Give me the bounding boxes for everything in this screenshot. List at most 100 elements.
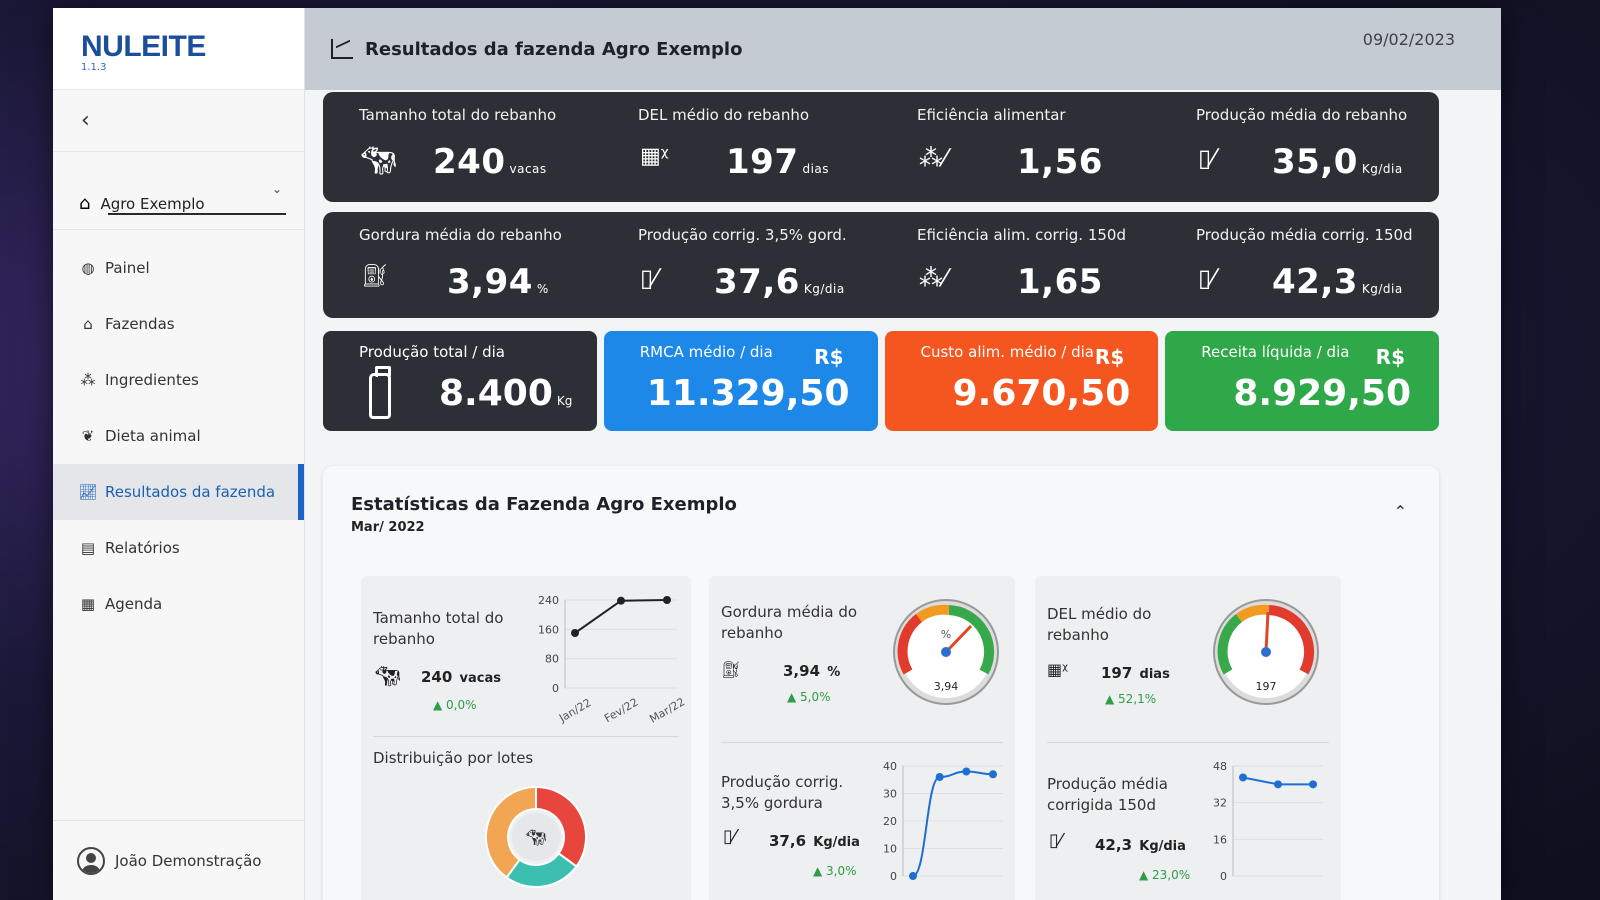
brand-version: 1.1.3 [81, 62, 107, 73]
chart-line-icon: 📈︎ [78, 483, 98, 501]
card-label: Receita líquida / dia [1201, 343, 1350, 361]
chevron-down-icon: ⌄ [271, 182, 282, 196]
kpi-avg-fat: Gordura média do rebanho ⛽︎ 3,94% [323, 212, 602, 318]
y-tick-label: 20 [883, 815, 897, 828]
farm-selector-underline [108, 213, 286, 215]
cow-icon: 🐄︎ [361, 144, 397, 177]
donut-slice [485, 785, 537, 879]
sidebar-nav: ◍ Painel ⌂ Fazendas ⁂ Ingredientes ❦ Die… [53, 240, 304, 632]
sidebar-item-relatorios[interactable]: ▤ Relatórios [53, 520, 304, 576]
kpi-label: Produção média do rebanho [1196, 106, 1408, 124]
chart-line-icon [331, 39, 353, 59]
kpi-label: Eficiência alimentar [917, 106, 1066, 124]
feed-efficiency-icon: ⁂⁄ [919, 144, 948, 172]
panel-value: 37,6 Kg/dia [769, 832, 860, 850]
del-panel: DEL médio do rebanho ▦ᵡ 197 dias ▲ 52,1%… [1035, 576, 1341, 900]
panel-divider [721, 742, 1003, 743]
farm-selector[interactable]: ⌂ Agro Exemplo ⌄ [53, 152, 304, 230]
kpi-row-2: Gordura média do rebanho ⛽︎ 3,94% Produç… [323, 212, 1439, 318]
kpi-value: 3,94% [447, 262, 549, 302]
milk-bottle-icon [369, 366, 391, 419]
card-value: 8.929,50 [1233, 373, 1411, 414]
data-point [935, 773, 944, 781]
card-value: 8.400 Kg [439, 373, 573, 414]
data-point [989, 770, 997, 779]
x-tick-label: Fev/22 [602, 696, 640, 726]
data-point [1239, 773, 1247, 782]
panel-title: Gordura média do rebanho [721, 603, 858, 642]
panel-value: 240 vacas [421, 668, 502, 686]
data-point [962, 767, 971, 776]
user-profile[interactable]: João Demonstração [53, 820, 304, 900]
back-button[interactable]: ‹ [53, 90, 304, 152]
milk-per-cow-icon: ▯⁄ [640, 264, 658, 292]
cow-icon: 🐄︎ [526, 828, 546, 847]
kpi-value: 42,3 Kg/dia [1272, 262, 1403, 302]
kpi-del: DEL médio do rebanho ▦ᵡ 197 dias [602, 92, 881, 202]
stats-title: Estatísticas da Fazenda Agro Exemplo [351, 494, 737, 515]
panel-divider [373, 736, 679, 737]
kpi-value: 1,65 [1017, 262, 1103, 302]
app-window: NULEITE 1.1.3 ‹ ⌂ Agro Exemplo ⌄ ◍ Paine… [53, 8, 1501, 900]
gauge-value: 3,94 [934, 680, 959, 693]
sidebar-item-agenda[interactable]: ▦ Agenda [53, 576, 304, 632]
panel-title: Produção média corrigida 150d [1047, 775, 1168, 814]
corr150-line-chart: 0 16 32 48 [1213, 760, 1323, 883]
y-tick-label: 40 [883, 760, 897, 773]
user-name: João Demonstração [115, 851, 262, 870]
kpi-value: 1,56 [1017, 142, 1103, 182]
kpi-label: Gordura média do rebanho [359, 226, 562, 244]
card-label: RMCA médio / dia [639, 343, 773, 361]
panel-divider [1047, 742, 1329, 743]
fat-gauge: % 3,94 [893, 599, 999, 705]
total-production-card: Produção total / dia 8.400 Kg [323, 331, 597, 431]
kpi-corr-efficiency: Eficiência alim. corrig. 150d ⁂⁄ 1,65 [881, 212, 1160, 318]
kpi-feed-efficiency: Eficiência alimentar ⁂⁄ 1,56 [881, 92, 1160, 202]
panel-delta: ▲ 52,1% [1105, 692, 1157, 706]
data-point [571, 629, 579, 637]
series-line [574, 599, 668, 634]
sidebar-item-label: Agenda [105, 595, 163, 613]
document-icon: ▤ [80, 539, 96, 557]
sidebar-item-fazendas[interactable]: ⌂ Fazendas [53, 296, 304, 352]
calendar-bottle-icon: ▦ᵡ [640, 144, 669, 169]
herd-panel: Tamanho total do rebanho 🐄︎ 240 vacas ▲ … [361, 576, 691, 900]
calendar-icon: ▦ [80, 595, 96, 613]
sidebar-item-resultados[interactable]: 📈︎ Resultados da fazenda [53, 464, 304, 520]
panel-delta: ▲ 5,0% [787, 690, 831, 704]
sidebar-item-label: Dieta animal [105, 427, 201, 445]
herd-line-chart: 0 80 160 240 Jan/22 Fev/22 Mar/22 [538, 594, 685, 726]
sidebar-item-ingredientes[interactable]: ⁂ Ingredientes [53, 352, 304, 408]
card-value: 11.329,50 [646, 373, 850, 414]
series-line [912, 770, 994, 877]
panel-title: Distribuição por lotes [373, 749, 534, 767]
panel-title: Produção corrig. 3,5% gordura [721, 773, 844, 812]
panel-title: Tamanho total do rebanho [373, 609, 504, 648]
currency-label: R$ [814, 345, 844, 369]
lots-donut-chart: 🐄︎ [485, 785, 587, 888]
currency-label: R$ [1094, 345, 1125, 369]
milk-per-cow-icon: ▯⁄ [1198, 144, 1216, 172]
x-tick-label: Mar/22 [647, 695, 685, 725]
card-label: Produção total / dia [359, 343, 505, 361]
kpi-label: Tamanho total do rebanho [359, 106, 557, 124]
kpi-row-1: Tamanho total do rebanho 🐄︎ 240 vacas DEL… [323, 92, 1439, 202]
panel-delta: ▲ 3,0% [813, 864, 857, 878]
data-point [1274, 780, 1282, 789]
sidebar-item-painel[interactable]: ◍ Painel [53, 240, 304, 296]
header-date: 09/02/2023 [1362, 30, 1455, 49]
kpi-herd-size: Tamanho total do rebanho 🐄︎ 240 vacas [323, 92, 602, 202]
collapse-chevron-up-icon[interactable]: ⌃ [1393, 502, 1407, 521]
kpi-avg-production: Produção média do rebanho ▯⁄ 35,0 Kg/dia [1160, 92, 1439, 202]
brand-logo[interactable]: NULEITE 1.1.3 [53, 8, 304, 90]
y-tick-label: 32 [1213, 797, 1227, 810]
x-tick-label: Jan/22 [556, 696, 593, 725]
calendar-bottle-icon: ▦ᵡ [1047, 660, 1068, 679]
kpi-label: Produção média corrig. 150d [1196, 226, 1413, 244]
fat-icon: ⛽︎ [721, 660, 742, 679]
rmca-card: RMCA médio / dia R$ 11.329,50 [603, 331, 878, 431]
barn-icon: ⌂ [83, 315, 93, 333]
sidebar-item-dieta[interactable]: ❦ Dieta animal [53, 408, 304, 464]
sidebar-item-label: Ingredientes [105, 371, 199, 389]
panel-value: 42,3 Kg/dia [1095, 836, 1186, 854]
